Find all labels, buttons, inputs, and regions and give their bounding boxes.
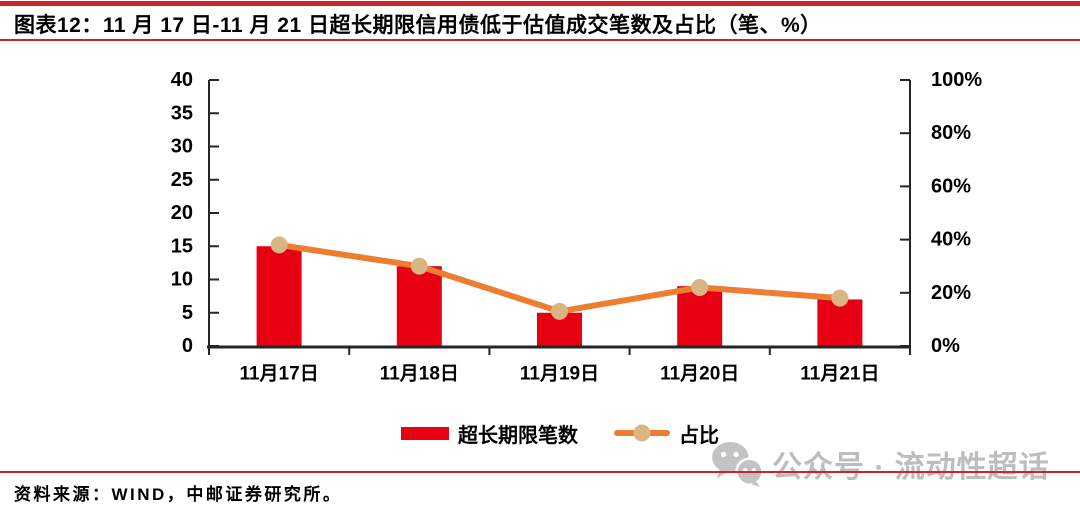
x-axis-category-label: 11月18日 xyxy=(380,364,459,385)
legend-item-line: 占比 xyxy=(614,419,719,448)
legend-item-bars: 超长期限笔数 xyxy=(401,419,578,448)
y-axis-left-tick-label: 0 xyxy=(182,335,193,357)
wechat-icon xyxy=(712,441,764,487)
figure-title: 图表12：11 月 17 日-11 月 21 日超长期限信用债低于估值成交笔数及… xyxy=(14,14,822,37)
y-axis-left-tick-label: 20 xyxy=(171,202,193,224)
line-series-swatch xyxy=(614,424,670,442)
y-axis-right-tick-label: 20% xyxy=(931,282,971,304)
combo-chart: 0 5 10 15 20 25 30 35 40 0% 20% 40% 60% 80% 100% 11月17日… xyxy=(171,69,983,385)
y-axis-left-tick-label: 5 xyxy=(182,302,193,324)
bar xyxy=(256,246,302,346)
y-axis-right-tick-label: 60% xyxy=(931,175,971,197)
top-red-rule xyxy=(0,1,1080,6)
watermark-text: 公众号 · 流动性超话 xyxy=(772,451,1050,484)
ratio-marker xyxy=(551,302,568,320)
ratio-line xyxy=(276,241,843,315)
ratio-marker xyxy=(270,236,288,254)
x-axis-category-label: 11月20日 xyxy=(660,364,739,385)
title-underline-rule xyxy=(0,39,1080,41)
line-series-marker-dot xyxy=(633,424,651,442)
bar xyxy=(677,286,723,346)
chart-legend: 超长期限笔数 占比 xyxy=(209,419,911,448)
ratio-marker xyxy=(831,289,849,307)
ratio-marker xyxy=(410,257,428,275)
y-axis-left-tick-label: 15 xyxy=(171,235,193,257)
y-axis-right-tick-label: 100% xyxy=(931,69,982,91)
bar xyxy=(396,266,442,346)
source-note: 资料来源：WIND，中邮证券研究所。 xyxy=(14,485,343,504)
x-axis-category-label: 11月19日 xyxy=(520,364,599,385)
bar xyxy=(817,299,863,346)
y-axis-left-tick-label: 10 xyxy=(171,269,193,291)
y-axis-left-tick-label: 25 xyxy=(171,169,193,191)
legend-label-bars: 超长期限笔数 xyxy=(458,424,578,447)
y-axis-left-tick-label: 35 xyxy=(171,102,193,124)
y-axis-right-tick-label: 0% xyxy=(931,335,960,357)
y-axis-left-tick-label: 30 xyxy=(171,136,193,158)
y-axis-right-tick-label: 40% xyxy=(931,229,971,251)
ratio-marker xyxy=(691,278,709,296)
watermark: 公众号 · 流动性超话 xyxy=(710,441,1050,487)
y-axis-left-tick-label: 40 xyxy=(171,69,193,91)
legend-label-line: 占比 xyxy=(679,424,719,447)
x-axis-category-label: 11月17日 xyxy=(239,364,318,385)
bar-series-swatch xyxy=(401,426,449,440)
bottom-red-rule xyxy=(0,471,1080,473)
x-axis-category-label: 11月21日 xyxy=(800,364,879,385)
y-axis-right-tick-label: 80% xyxy=(931,122,971,144)
